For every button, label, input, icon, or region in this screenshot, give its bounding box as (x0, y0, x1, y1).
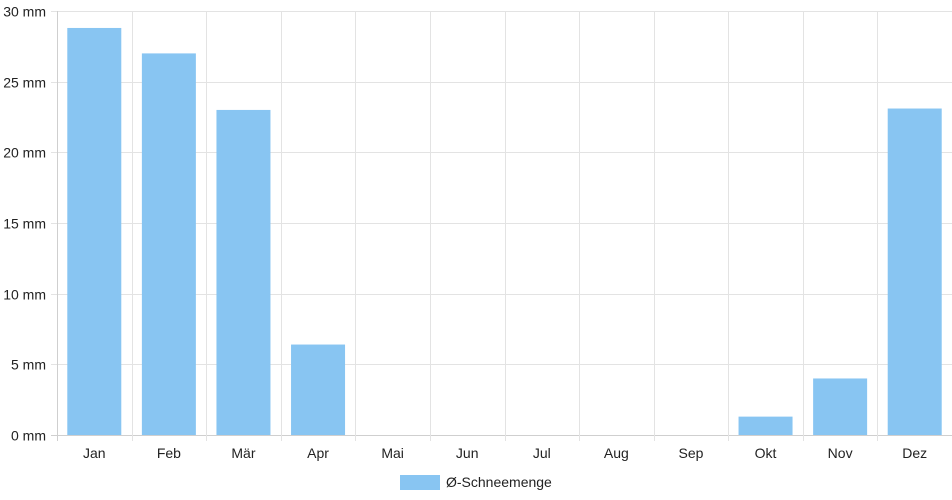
legend-label[interactable]: Ø-Schneemenge (446, 474, 552, 490)
legend[interactable]: Ø-Schneemenge (400, 474, 552, 490)
x-tick-label: Aug (604, 445, 629, 461)
bar-apr[interactable] (291, 344, 346, 435)
bar-feb[interactable] (141, 53, 196, 436)
x-tick-label: Dez (902, 445, 927, 461)
y-tick-label: 5 mm (11, 357, 46, 373)
y-tick-label: 25 mm (3, 75, 46, 91)
x-tick-label: Jun (456, 445, 479, 461)
x-tick-label: Mai (381, 445, 404, 461)
bar-dez[interactable] (887, 108, 942, 436)
bar-mär[interactable] (216, 109, 271, 435)
x-tick-label: Sep (678, 445, 703, 461)
bar-nov[interactable] (813, 378, 868, 435)
y-tick-label: 15 mm (3, 216, 46, 232)
x-tick-label: Apr (307, 445, 329, 461)
bar-jan[interactable] (67, 27, 122, 436)
x-tick-label: Jan (83, 445, 106, 461)
bar-okt[interactable] (738, 416, 793, 435)
y-tick-label: 10 mm (3, 287, 46, 303)
y-tick-label: 30 mm (3, 4, 46, 20)
bars-layer (67, 27, 942, 436)
y-axis-labels: 0 mm 5 mm 10 mm 15 mm 20 mm 25 mm 30 mm (3, 4, 46, 444)
legend-swatch[interactable] (400, 475, 440, 490)
x-tick-label: Nov (828, 445, 853, 461)
x-axis-labels: Jan Feb Mär Apr Mai Jun Jul Aug Sep Okt Nov Dez (83, 445, 927, 461)
grid-layer (51, 11, 952, 441)
y-tick-label: 0 mm (11, 428, 46, 444)
x-tick-label: Feb (157, 445, 181, 461)
y-tick-label: 20 mm (3, 145, 46, 161)
x-tick-label: Mär (231, 445, 255, 461)
x-tick-label: Okt (755, 445, 777, 461)
x-tick-label: Jul (533, 445, 551, 461)
